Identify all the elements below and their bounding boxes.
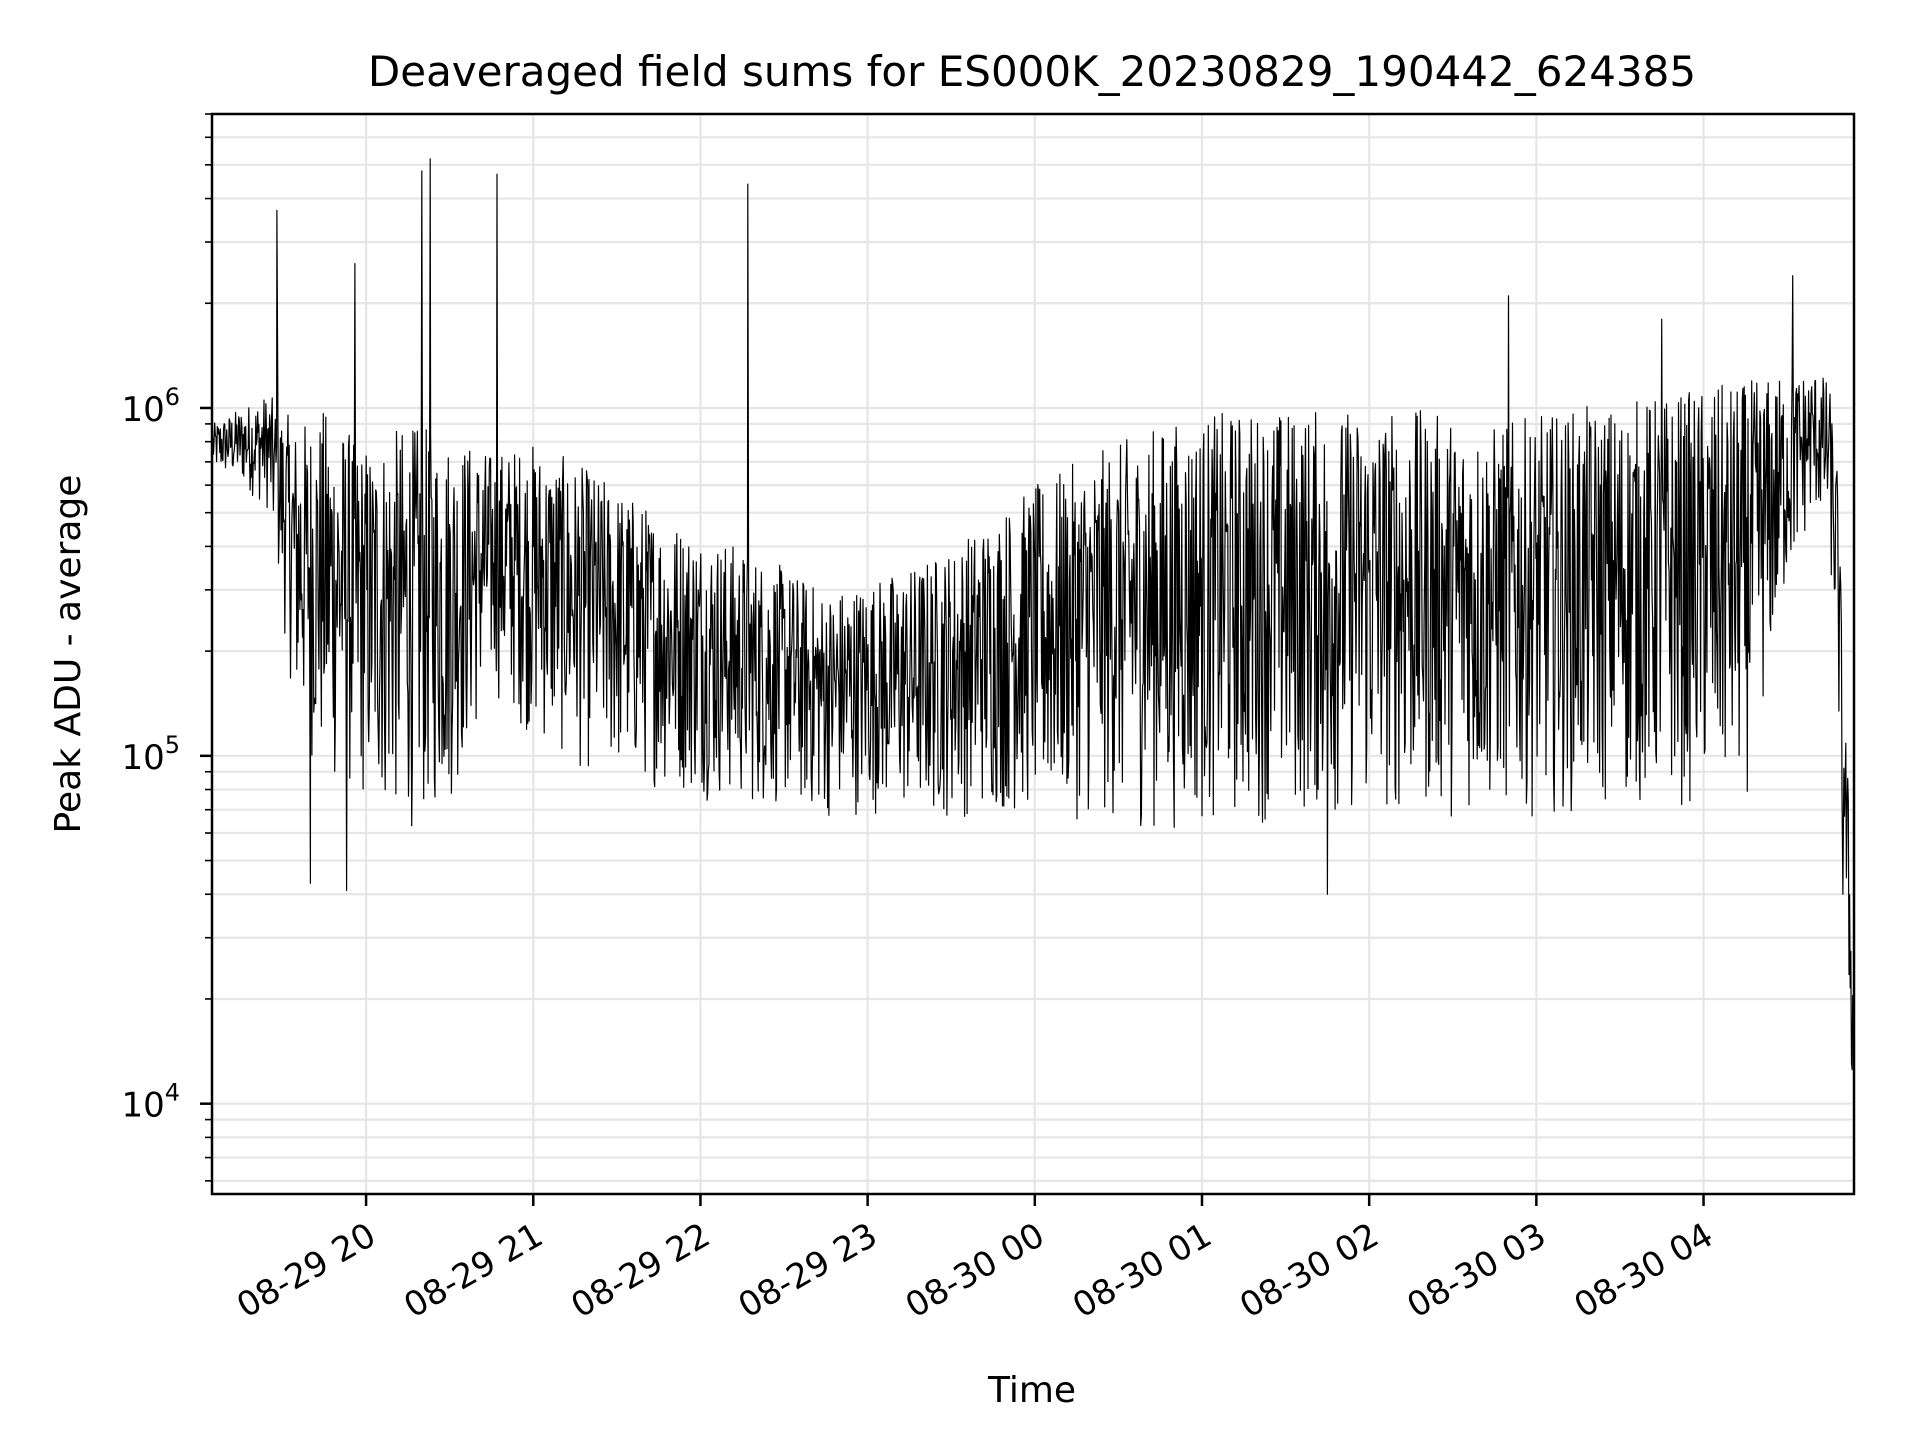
y-tick-label: 104 — [121, 1079, 180, 1126]
series-line — [212, 158, 1855, 1087]
y-axis-label: Peak ADU - average — [48, 475, 89, 834]
y-tick-label: 106 — [121, 383, 180, 430]
x-axis-label: Time — [987, 1370, 1076, 1411]
plot-area — [212, 158, 1855, 1087]
plot-frame — [210, 112, 1856, 1196]
chart-title: Deaveraged field sums for ES000K_2023082… — [368, 47, 1696, 96]
y-axis: 104 105 106 — [121, 113, 212, 1182]
y-tick-label: 105 — [121, 731, 180, 778]
